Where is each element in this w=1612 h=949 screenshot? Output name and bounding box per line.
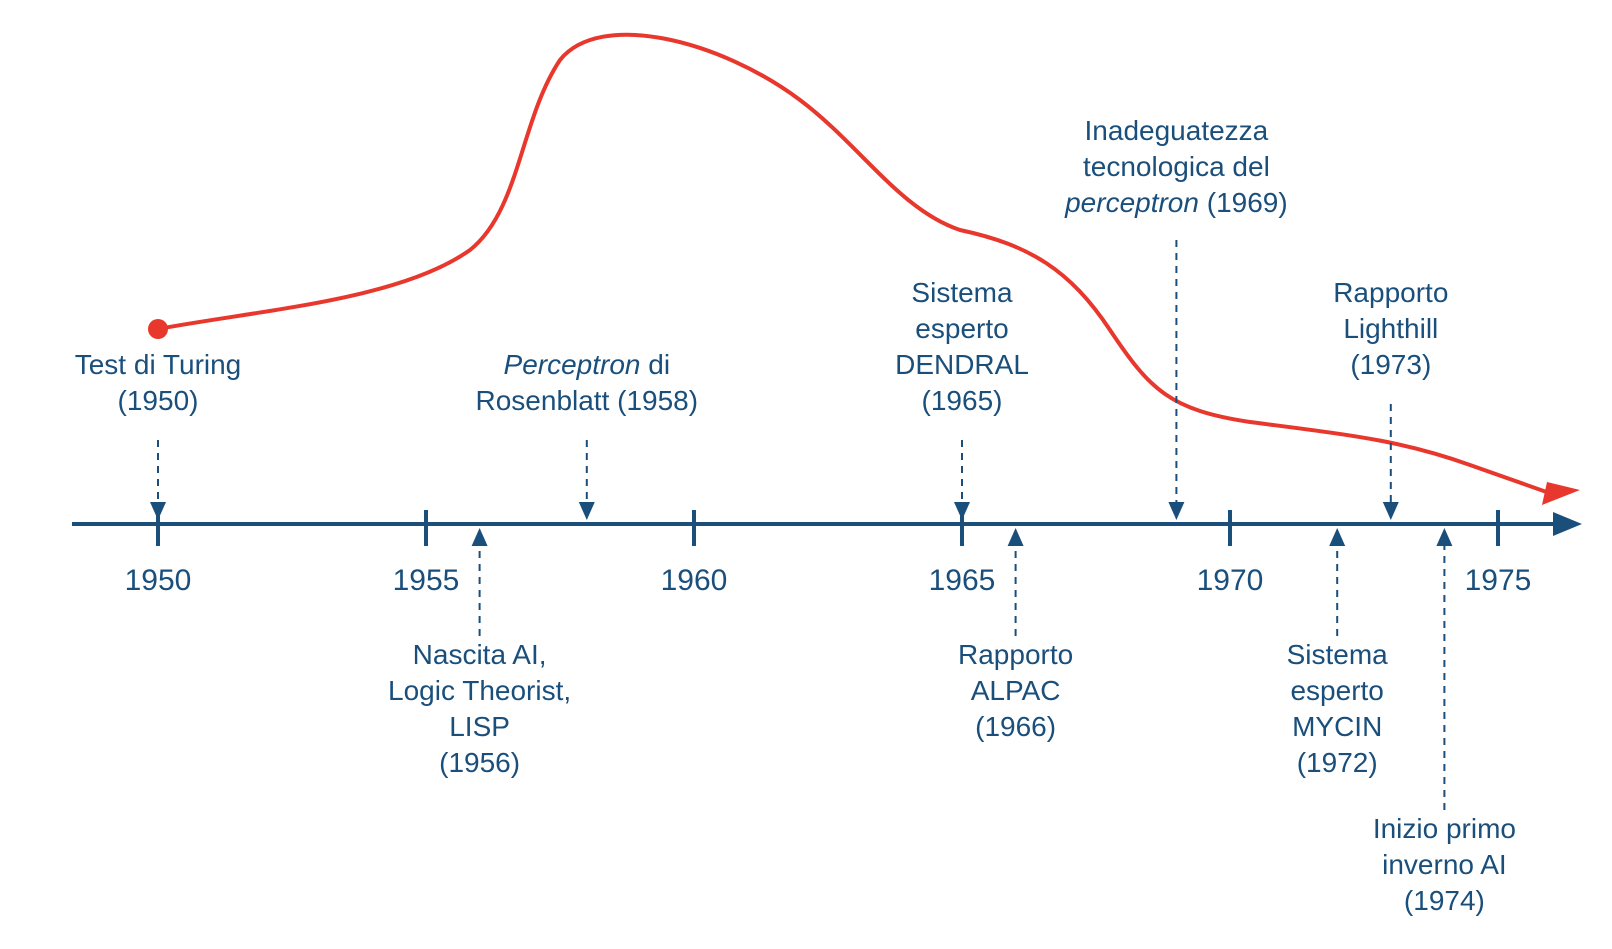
event-first-ai-winter: Inizio primo inverno AI (1974) [1373, 528, 1516, 916]
event-first-ai-winter-line-1: inverno AI [1382, 849, 1507, 880]
event-first-ai-winter-pointer-arrowhead [1436, 528, 1453, 546]
event-mycin-line-2: MYCIN [1292, 711, 1382, 742]
hype-curve-arrowhead [1542, 482, 1580, 505]
event-birth-ai-line-3: (1956) [439, 747, 520, 778]
event-birth-ai-pointer-arrowhead [471, 528, 488, 546]
event-dendral-line-1: esperto [915, 313, 1008, 344]
event-dendral-line-2: DENDRAL [895, 349, 1029, 380]
event-birth-ai-line-1: Logic Theorist, [388, 675, 571, 706]
axis-tick-label-1975: 1975 [1465, 564, 1532, 597]
event-perceptron-inadequacy-line-0: Inadeguatezza [1085, 115, 1269, 146]
event-dendral-line-0: Sistema [911, 277, 1013, 308]
event-dendral: Sistema esperto DENDRAL (1965) [895, 277, 1029, 520]
event-alpac: Rapporto ALPAC (1966) [958, 528, 1073, 742]
axis-tick-label-1960: 1960 [661, 564, 728, 597]
time-axis: 1950 1955 1960 1965 1970 1975 [72, 510, 1582, 597]
events-above-axis: Test di Turing (1950) Perceptron di Rosenbl… [75, 115, 1448, 520]
event-mycin: Sistema esperto MYCIN (1972) [1287, 528, 1389, 778]
hype-curve-start-dot [148, 319, 168, 339]
event-perceptron-inadequacy-line-2: perceptron (1969) [1064, 187, 1288, 218]
event-mycin-line-0: Sistema [1287, 639, 1389, 670]
event-alpac-pointer-arrowhead [1007, 528, 1024, 546]
event-mycin-pointer-arrowhead [1329, 528, 1346, 546]
event-first-ai-winter-line-2: (1974) [1404, 885, 1485, 916]
axis-tick-label-1955: 1955 [393, 564, 460, 597]
event-lighthill-pointer-arrowhead [1382, 502, 1399, 520]
event-perceptron-pointer-arrowhead [578, 502, 595, 520]
event-turing-line-0: Test di Turing [75, 349, 242, 380]
event-mycin-line-1: esperto [1290, 675, 1383, 706]
event-birth-ai: Nascita AI, Logic Theorist, LISP (1956) [388, 528, 571, 778]
axis-tick-label-1965: 1965 [929, 564, 996, 597]
event-turing-pointer-arrowhead [150, 502, 166, 520]
event-dendral-pointer-arrowhead [954, 502, 970, 520]
event-perceptron-line-1: Rosenblatt (1958) [476, 385, 699, 416]
event-first-ai-winter-line-0: Inizio primo [1373, 813, 1516, 844]
axis-arrowhead [1553, 512, 1582, 536]
event-turing-line-1: (1950) [118, 385, 199, 416]
event-perceptron-inadequacy-line-1: tecnologica del [1083, 151, 1270, 182]
event-lighthill-line-1: Lighthill [1343, 313, 1438, 344]
event-lighthill: Rapporto Lighthill (1973) [1333, 277, 1448, 520]
axis-tick-label-1970: 1970 [1197, 564, 1264, 597]
hype-curve-line [157, 32, 1556, 497]
event-perceptron-line-0: Perceptron di [504, 349, 671, 380]
event-birth-ai-line-0: Nascita AI, [413, 639, 547, 670]
event-alpac-line-2: (1966) [975, 711, 1056, 742]
axis-tick-label-1950: 1950 [125, 564, 192, 597]
hype-curve [148, 32, 1580, 505]
event-perceptron-inadequacy: Inadeguatezza tecnologica del perceptron (… [1064, 115, 1288, 520]
event-dendral-line-3: (1965) [922, 385, 1003, 416]
event-lighthill-line-2: (1973) [1350, 349, 1431, 380]
event-birth-ai-line-2: LISP [449, 711, 510, 742]
event-lighthill-line-0: Rapporto [1333, 277, 1448, 308]
event-perceptron: Perceptron di Rosenblatt (1958) [476, 349, 699, 520]
event-alpac-line-0: Rapporto [958, 639, 1073, 670]
axis-ticks: 1950 1955 1960 1965 1970 1975 [125, 510, 1532, 597]
event-mycin-line-3: (1972) [1297, 747, 1378, 778]
events-below-axis: Nascita AI, Logic Theorist, LISP (1956) Rapp… [388, 528, 1516, 916]
event-alpac-line-1: ALPAC [971, 675, 1061, 706]
event-turing: Test di Turing (1950) [75, 349, 242, 520]
event-perceptron-inadequacy-pointer-arrowhead [1168, 502, 1185, 520]
